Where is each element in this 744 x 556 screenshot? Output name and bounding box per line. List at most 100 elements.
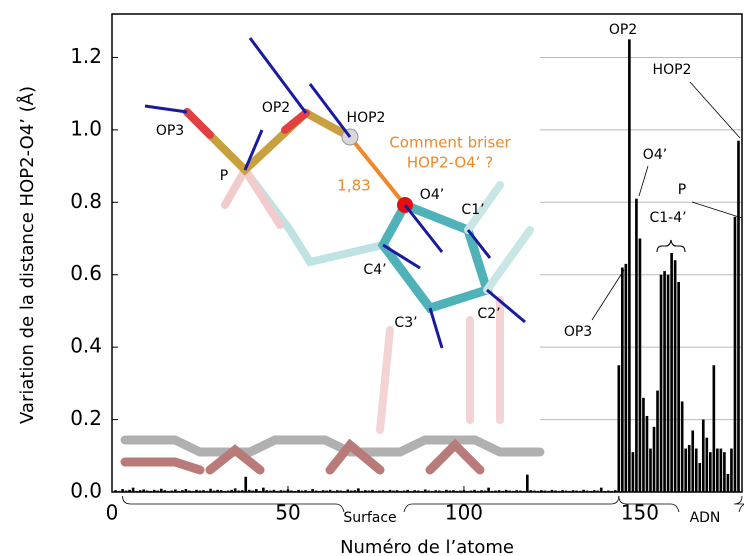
annotation: P <box>678 182 686 198</box>
bar <box>723 452 726 492</box>
bar <box>652 426 656 492</box>
bar <box>381 490 385 492</box>
x-axis-label: Numéro de l’atome <box>340 537 514 556</box>
bar <box>152 489 156 492</box>
annotation: O4’ <box>643 147 667 163</box>
bar <box>621 267 624 492</box>
bar <box>599 487 603 492</box>
atom-label: C1’ <box>461 202 484 218</box>
bar <box>364 490 367 492</box>
y-tick-label: 0.8 <box>70 189 102 213</box>
bar <box>195 489 198 492</box>
bar <box>656 390 659 492</box>
atom-label: C2’ <box>477 306 500 322</box>
question-text: HOP2-O4’ ? <box>407 154 493 172</box>
bar <box>335 490 339 492</box>
bar <box>709 452 712 492</box>
bar <box>691 430 695 492</box>
bar <box>395 490 399 492</box>
bar <box>677 281 680 492</box>
bar <box>670 253 673 492</box>
annotation: OP3 <box>564 324 592 340</box>
bar <box>184 489 188 492</box>
bar <box>121 489 124 492</box>
bar <box>716 448 719 492</box>
bar <box>631 452 635 492</box>
bar <box>550 489 554 492</box>
bar <box>694 448 698 492</box>
bar <box>286 489 290 492</box>
bar <box>642 397 645 492</box>
bar <box>701 419 705 492</box>
bar <box>138 490 142 492</box>
bar <box>202 490 205 492</box>
bar <box>311 489 314 492</box>
y-axis-label: Variation de la distance HOP2-O4’ (Å) <box>16 86 38 424</box>
bar <box>163 490 167 492</box>
bar <box>719 448 723 492</box>
bar <box>663 271 666 492</box>
bar <box>244 476 248 492</box>
surface-sticks <box>120 296 545 475</box>
atom-label: C4’ <box>363 262 386 278</box>
bar <box>406 489 409 492</box>
bar <box>265 490 269 492</box>
bar <box>515 490 519 492</box>
bar <box>480 490 483 492</box>
bar <box>413 490 417 492</box>
bar <box>219 490 223 492</box>
bar <box>279 490 283 492</box>
bar <box>216 489 219 492</box>
y-tick-label: 0.2 <box>70 406 102 430</box>
bar <box>504 489 508 492</box>
bar <box>423 489 427 492</box>
bar <box>128 489 131 492</box>
annotation: HOP2 <box>653 62 692 78</box>
annotation-line <box>638 165 649 197</box>
bar <box>159 488 163 492</box>
plot-frame <box>111 13 743 493</box>
x-tick-label: 0 <box>106 501 119 525</box>
bar <box>297 489 300 492</box>
bar <box>613 490 617 492</box>
bar <box>131 487 135 492</box>
bar <box>254 489 258 492</box>
bar <box>649 448 652 492</box>
annotation-line <box>591 269 625 321</box>
bar <box>462 490 466 492</box>
annotation: OP2 <box>609 22 637 38</box>
bar <box>705 437 709 492</box>
bar <box>209 488 212 492</box>
molecule-inset: OP3 P OP2 HOP2 O4’ C1’ C4’ C3’ C2’ 1,83 Comment br… <box>113 15 545 475</box>
bar <box>571 490 575 492</box>
atom-label: HOP2 <box>347 110 386 126</box>
bar <box>497 490 501 492</box>
bar <box>638 238 642 492</box>
bar <box>737 140 740 492</box>
x-tick-label: 150 <box>621 501 659 525</box>
bar <box>357 488 360 492</box>
bar <box>262 487 265 492</box>
y-tick-label: 1.2 <box>70 44 102 68</box>
bar <box>371 489 374 492</box>
bar <box>673 260 677 492</box>
bar <box>730 448 733 492</box>
hbond <box>348 135 407 207</box>
region-brace <box>618 495 744 513</box>
bar <box>487 487 490 492</box>
y-tick-label: 0.4 <box>70 334 102 358</box>
bar <box>666 274 670 492</box>
annotation: C1-4’ <box>649 210 686 226</box>
bar <box>635 198 638 492</box>
bar <box>561 490 564 492</box>
bar <box>628 39 631 493</box>
bar <box>445 489 448 492</box>
y-tick-label: 0.6 <box>70 261 102 285</box>
bar <box>353 490 357 492</box>
bar <box>582 489 585 492</box>
y-tick-label: 1.0 <box>70 116 102 140</box>
bar <box>174 489 177 492</box>
question-text: Comment briser <box>389 134 511 152</box>
bar <box>617 365 621 492</box>
